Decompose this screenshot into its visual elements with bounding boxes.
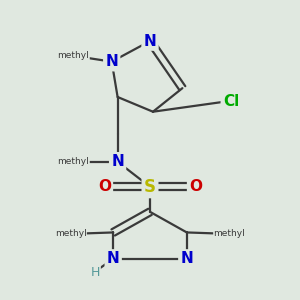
Text: methyl: methyl xyxy=(58,157,89,166)
Text: H: H xyxy=(91,266,100,279)
Text: methyl: methyl xyxy=(55,230,86,238)
Text: methyl: methyl xyxy=(214,230,245,238)
Text: methyl: methyl xyxy=(58,51,89,60)
Text: Cl: Cl xyxy=(223,94,239,109)
Text: N: N xyxy=(107,251,120,266)
Text: N: N xyxy=(144,34,156,49)
Text: O: O xyxy=(98,179,111,194)
Text: N: N xyxy=(111,154,124,169)
Text: N: N xyxy=(105,54,118,69)
Text: O: O xyxy=(189,179,202,194)
Text: N: N xyxy=(180,251,193,266)
Text: S: S xyxy=(144,178,156,196)
